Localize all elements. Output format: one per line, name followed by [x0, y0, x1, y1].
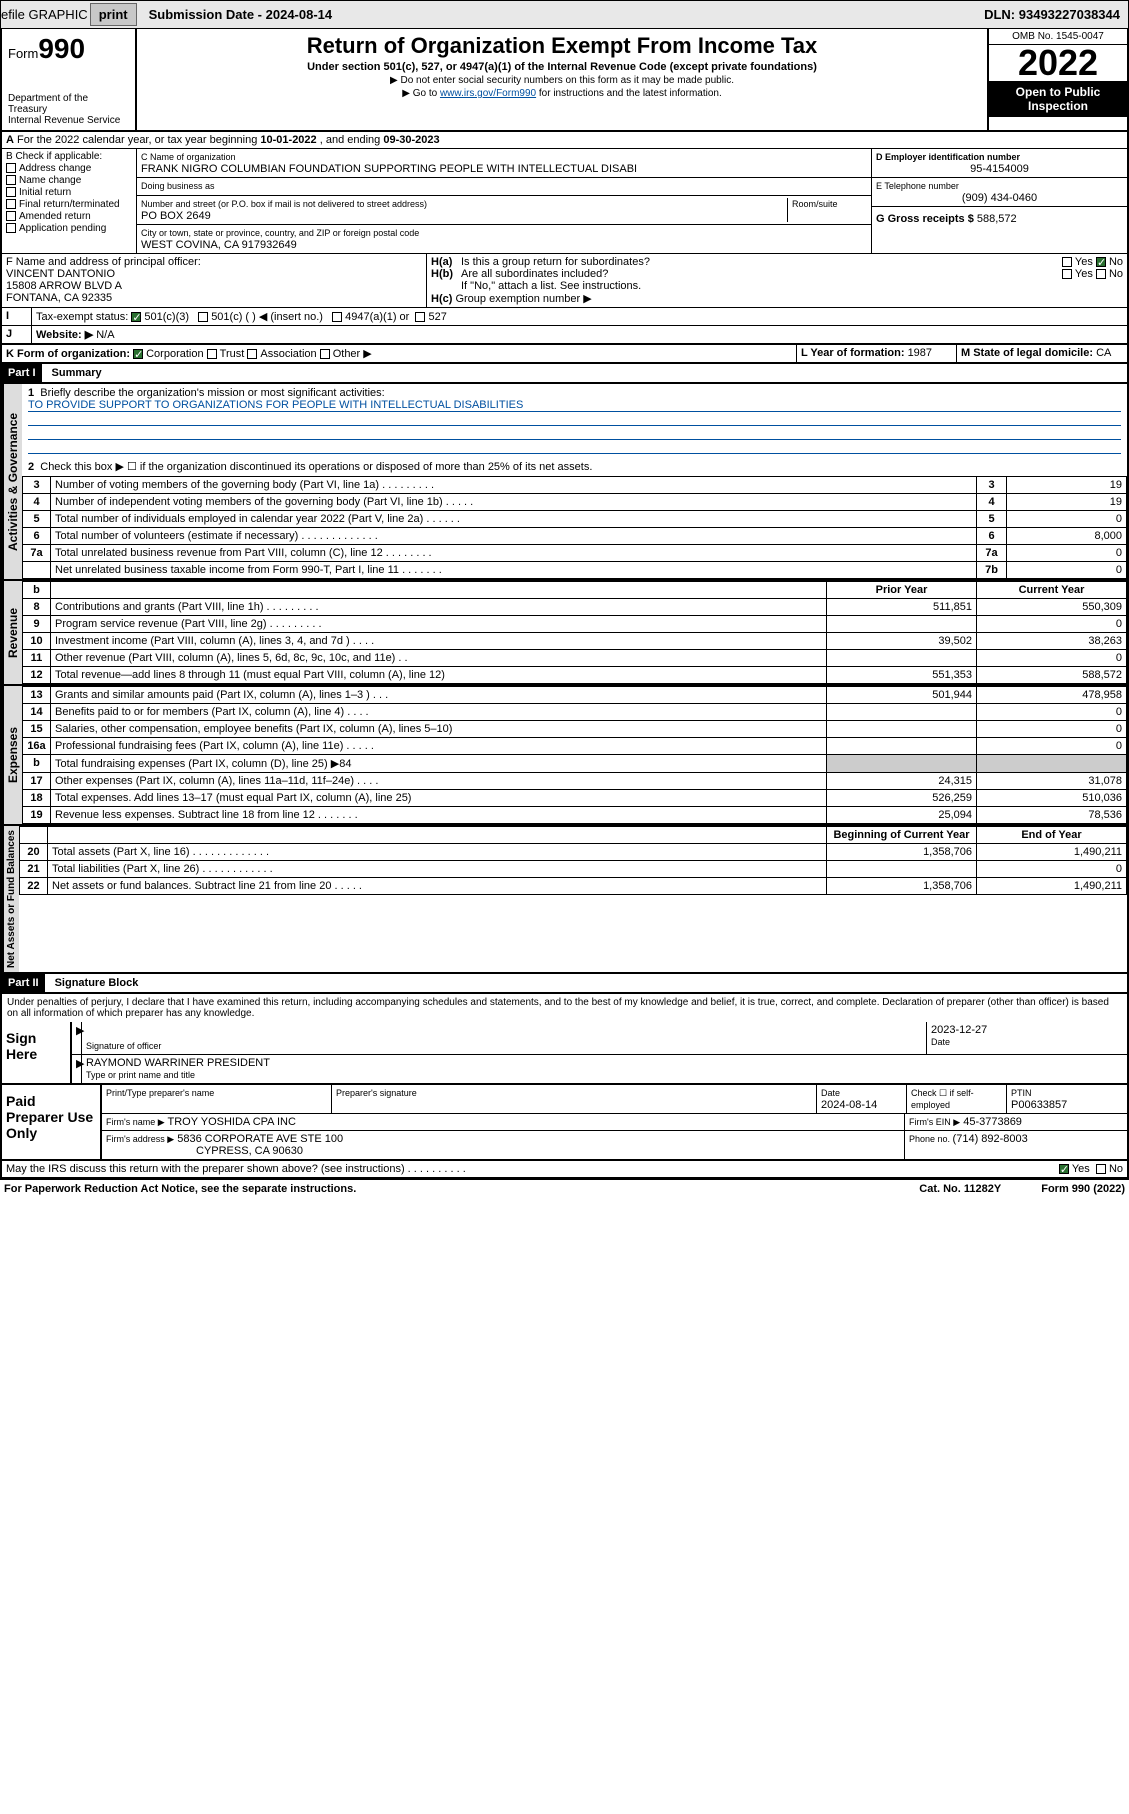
row-fh: F Name and address of principal officer:…	[0, 254, 1129, 308]
section-b: B Check if applicable: Address change Na…	[2, 149, 137, 253]
k-corp[interactable]	[133, 349, 143, 359]
instructions-link: ▶ Go to www.irs.gov/Form990 for instruct…	[141, 88, 983, 99]
topbar: efile GRAPHIC print Submission Date - 20…	[0, 0, 1129, 29]
header-left: Form990 Department of the Treasury Inter…	[2, 29, 137, 130]
section-h: H(a)Is this a group return for subordina…	[427, 254, 1127, 307]
i-4947[interactable]	[332, 312, 342, 322]
section-expenses: Expenses 13Grants and similar amounts pa…	[0, 686, 1129, 826]
i-527[interactable]	[415, 312, 425, 322]
tab-revenue: Revenue	[2, 581, 22, 684]
section-netassets: Net Assets or Fund Balances Beginning of…	[0, 826, 1129, 974]
ha-no[interactable]	[1096, 257, 1106, 267]
may-no[interactable]	[1096, 1164, 1106, 1174]
sign-here: Sign Here ▶ Signature of officer 2023-12…	[0, 1022, 1129, 1085]
ha-yes[interactable]	[1062, 257, 1072, 267]
section-c: C Name of organizationFRANK NIGRO COLUMB…	[137, 149, 872, 253]
section-governance: Activities & Governance 1 Briefly descri…	[0, 384, 1129, 581]
check-address-change[interactable]	[6, 163, 16, 173]
governance-table: 3Number of voting members of the governi…	[22, 476, 1127, 579]
section-f: F Name and address of principal officer:…	[2, 254, 427, 307]
row-klm: K Form of organization: Corporation Trus…	[0, 345, 1129, 364]
expenses-table: 13Grants and similar amounts paid (Part …	[22, 686, 1127, 824]
mission-line	[28, 412, 1121, 426]
check-amended[interactable]	[6, 211, 16, 221]
tab-governance: Activities & Governance	[2, 384, 22, 579]
row-j: J Website: ▶ N/A	[0, 326, 1129, 345]
paid-preparer: Paid Preparer Use Only Print/Type prepar…	[0, 1085, 1129, 1161]
mission-line	[28, 426, 1121, 440]
efile-label: efile GRAPHIC	[1, 7, 88, 22]
row-i: I Tax-exempt status: 501(c)(3) 501(c) ( …	[0, 308, 1129, 326]
k-trust[interactable]	[207, 349, 217, 359]
tab-netassets: Net Assets or Fund Balances	[2, 826, 19, 972]
i-501c3[interactable]	[131, 312, 141, 322]
submission-date: Submission Date - 2024-08-14	[139, 4, 343, 25]
hb-no[interactable]	[1096, 269, 1106, 279]
footer: For Paperwork Reduction Act Notice, see …	[0, 1179, 1129, 1198]
k-other[interactable]	[320, 349, 330, 359]
form-header: Form990 Department of the Treasury Inter…	[0, 29, 1129, 132]
part2-header: Part II Signature Block	[0, 974, 1129, 994]
k-assoc[interactable]	[247, 349, 257, 359]
netassets-table: Beginning of Current YearEnd of Year 20T…	[19, 826, 1127, 895]
row-may-discuss: May the IRS discuss this return with the…	[0, 1161, 1129, 1179]
check-final-return[interactable]	[6, 199, 16, 209]
i-501c[interactable]	[198, 312, 208, 322]
form-ref: Form 990 (2022)	[1041, 1183, 1125, 1195]
row-bcdeg: B Check if applicable: Address change Na…	[0, 149, 1129, 254]
section-revenue: Revenue bPrior YearCurrent Year 8Contrib…	[0, 581, 1129, 686]
check-name-change[interactable]	[6, 175, 16, 185]
dln: DLN: 93493227038344	[976, 4, 1128, 25]
print-button[interactable]: print	[90, 3, 137, 26]
check-app-pending[interactable]	[6, 223, 16, 233]
form-title: Return of Organization Exempt From Incom…	[141, 33, 983, 59]
section-deg: D Employer identification number95-41540…	[872, 149, 1127, 253]
hb-yes[interactable]	[1062, 269, 1072, 279]
check-initial-return[interactable]	[6, 187, 16, 197]
part1-header: Part I Summary	[0, 364, 1129, 384]
may-yes[interactable]	[1059, 1164, 1069, 1174]
declaration: Under penalties of perjury, I declare th…	[0, 994, 1129, 1022]
revenue-table: bPrior YearCurrent Year 8Contributions a…	[22, 581, 1127, 684]
mission-line	[28, 440, 1121, 454]
header-right: OMB No. 1545-0047 2022 Open to Public In…	[987, 29, 1127, 130]
tab-expenses: Expenses	[2, 686, 22, 824]
header-center: Return of Organization Exempt From Incom…	[137, 29, 987, 130]
row-a-taxyear: A For the 2022 calendar year, or tax yea…	[0, 132, 1129, 149]
